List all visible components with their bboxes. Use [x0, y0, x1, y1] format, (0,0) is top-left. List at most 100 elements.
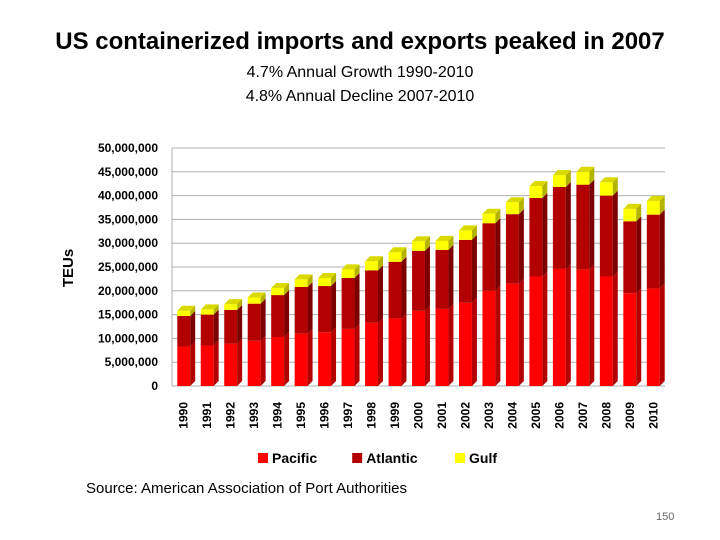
x-tick-label: 2007 — [576, 402, 590, 429]
bar-atlantic — [529, 197, 543, 277]
bar-gulf — [294, 279, 308, 287]
x-tick-label: 1999 — [388, 402, 402, 429]
y-tick-label: 10,000,000 — [98, 331, 158, 345]
bar-side-pacific — [542, 271, 548, 386]
bar-side-gulf — [260, 292, 266, 304]
bar-pacific — [294, 333, 308, 386]
bar-side-gulf — [284, 282, 290, 296]
legend-label-atlantic: Atlantic — [366, 450, 418, 466]
bar-side-pacific — [659, 283, 665, 386]
bar-side-pacific — [401, 313, 407, 386]
bar-side-atlantic — [589, 179, 595, 270]
bar-gulf — [271, 287, 285, 296]
bar-pacific — [576, 269, 590, 386]
x-tick-label: 2000 — [412, 402, 426, 429]
bar-side-pacific — [354, 323, 360, 386]
bar-side-pacific — [378, 317, 384, 386]
chart-bars — [177, 166, 665, 386]
bar-side-atlantic — [331, 281, 337, 333]
bar-side-gulf — [237, 299, 243, 310]
x-tick-label: 1990 — [177, 402, 191, 429]
bar-side-atlantic — [378, 265, 384, 323]
bar-pacific — [623, 293, 637, 386]
bar-side-gulf — [424, 236, 430, 251]
bar-side-gulf — [518, 197, 524, 215]
bar-side-atlantic — [190, 311, 196, 347]
bar-pacific — [341, 328, 355, 386]
bar-gulf — [646, 200, 660, 215]
bar-side-gulf — [213, 304, 219, 315]
bar-top-gulf — [458, 225, 477, 231]
bar-side-gulf — [378, 256, 384, 271]
bar-side-pacific — [213, 340, 219, 386]
bar-top-gulf — [529, 181, 548, 187]
bar-atlantic — [247, 303, 261, 341]
bar-top-gulf — [365, 256, 384, 262]
bar-atlantic — [177, 316, 191, 347]
bar-side-atlantic — [542, 192, 548, 277]
bar-top-gulf — [505, 197, 524, 203]
bar-side-atlantic — [636, 216, 642, 294]
bar-pacific — [365, 322, 379, 386]
x-axis-ticks: 1990 1991 1992 1993 1994 1995 1996 1997 1998 1999… — [177, 402, 661, 429]
bar-atlantic — [224, 309, 238, 344]
bar-side-atlantic — [448, 244, 454, 309]
bar-pacific — [646, 288, 660, 386]
bar-side-gulf — [659, 195, 665, 215]
bar-side-gulf — [190, 305, 196, 317]
bar-atlantic — [482, 223, 496, 291]
bar-side-atlantic — [307, 281, 313, 334]
bar-side-pacific — [636, 288, 642, 386]
bar-gulf — [482, 213, 496, 224]
bar-gulf — [576, 171, 590, 185]
y-tick-label: 45,000,000 — [98, 165, 158, 179]
bar-side-gulf — [542, 181, 548, 198]
bar-side-pacific — [448, 303, 454, 386]
bar-side-gulf — [565, 170, 571, 188]
bar-gulf — [552, 175, 566, 188]
bar-side-pacific — [331, 327, 337, 386]
bar-side-atlantic — [495, 218, 501, 291]
bar-side-gulf — [636, 203, 642, 222]
x-tick-label: 2005 — [529, 402, 543, 429]
slide-subtitle-growth: 4.7% Annual Growth 1990-2010 — [246, 64, 474, 81]
source-note: Source: American Association of Port Aut… — [86, 480, 407, 497]
bar-atlantic — [341, 277, 355, 329]
bar-top-gulf — [200, 304, 219, 310]
bar-top-gulf — [224, 299, 243, 305]
x-tick-label: 2008 — [599, 402, 613, 429]
page-number: 150 — [656, 511, 675, 523]
bar-pacific — [388, 318, 402, 386]
bar-pacific — [247, 340, 261, 386]
bar-side-gulf — [331, 272, 337, 287]
legend-label-gulf: Gulf — [469, 450, 497, 466]
bar-atlantic — [294, 286, 308, 334]
legend-swatch-pacific — [258, 453, 268, 463]
bar-side-atlantic — [213, 309, 219, 346]
bar-atlantic — [200, 314, 214, 346]
bar-top-gulf — [388, 247, 407, 253]
bar-side-pacific — [307, 328, 313, 386]
bar-side-atlantic — [260, 298, 266, 341]
bar-side-gulf — [471, 225, 477, 240]
y-tick-label: 40,000,000 — [98, 189, 158, 203]
bar-top-gulf — [482, 208, 501, 214]
chart-legend: Pacific Atlantic Gulf — [258, 450, 497, 466]
bar-pacific — [505, 283, 519, 386]
bar-side-pacific — [237, 338, 243, 386]
bar-top-gulf — [341, 264, 360, 270]
bar-gulf — [529, 186, 543, 198]
bar-side-pacific — [495, 285, 501, 386]
bar-gulf — [599, 182, 613, 196]
bar-gulf — [247, 297, 261, 304]
y-tick-label: 20,000,000 — [98, 284, 158, 298]
bar-top-gulf — [318, 272, 337, 278]
bar-top-gulf — [271, 282, 290, 288]
y-tick-label: 30,000,000 — [98, 236, 158, 250]
bar-atlantic — [576, 184, 590, 270]
bar-side-gulf — [307, 274, 313, 287]
bar-gulf — [623, 208, 637, 222]
bar-side-pacific — [424, 305, 430, 386]
bar-side-gulf — [401, 247, 407, 262]
bar-gulf — [435, 240, 449, 250]
